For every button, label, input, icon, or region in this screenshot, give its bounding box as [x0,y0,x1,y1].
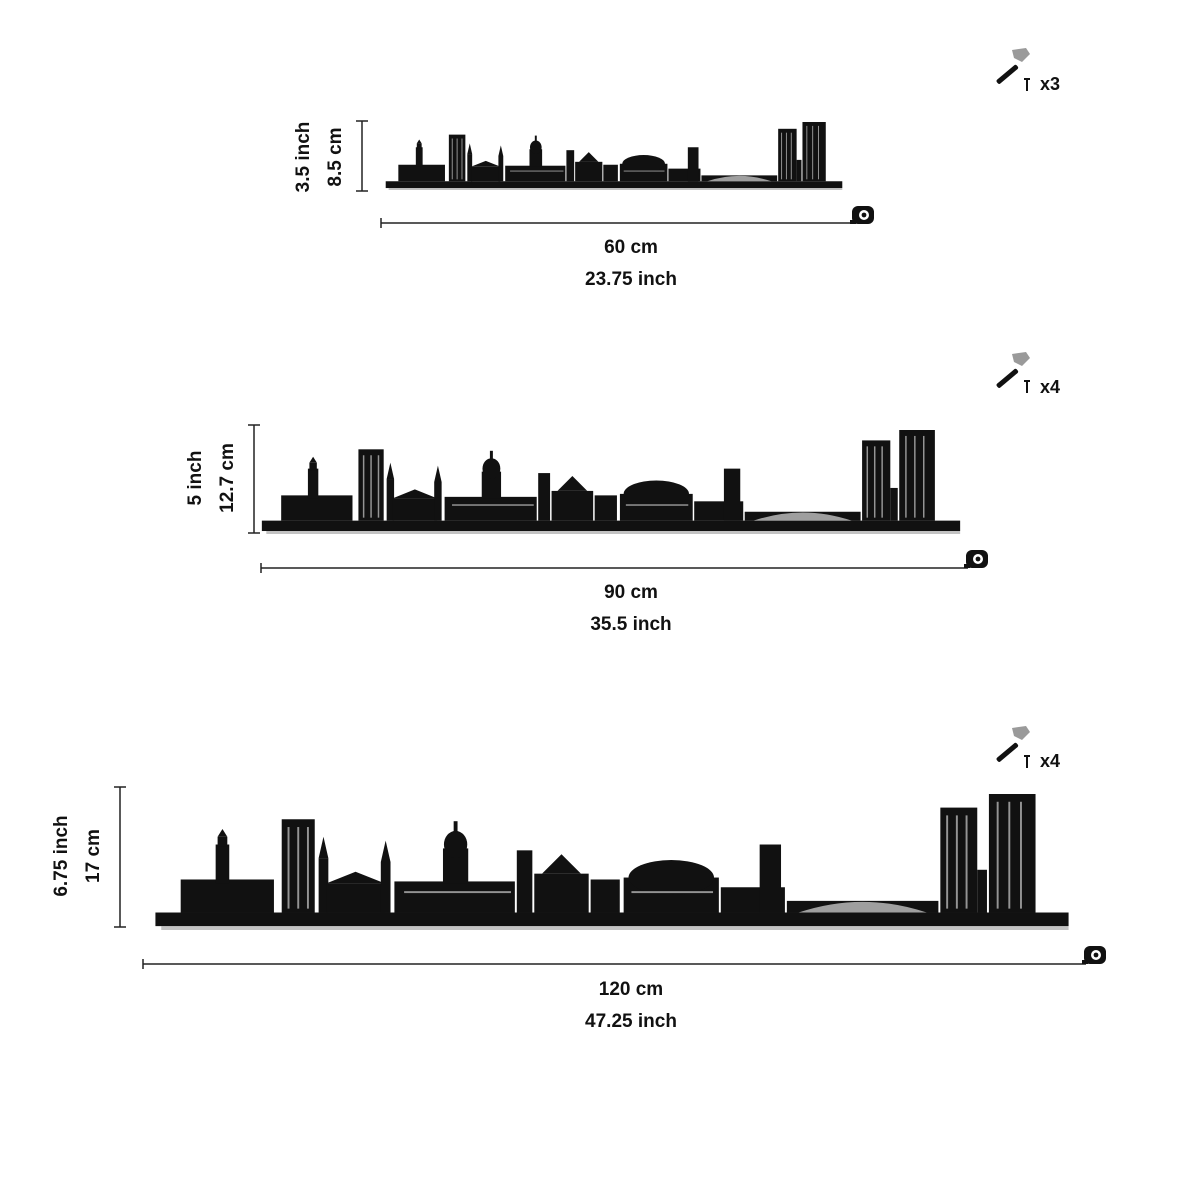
width-inch-label: 23.75 inch [585,269,677,290]
width-cm-label: 90 cm [604,582,658,603]
width-dimension-line [380,218,852,228]
width-inch-label: 47.25 inch [585,1011,677,1032]
nail-icon [1024,380,1030,393]
skyline-silhouette [142,794,1082,930]
width-dimension-line [260,563,968,573]
width-dimension-line [142,959,1086,969]
nail-count: x4 [1040,751,1061,771]
tape-measure-icon [850,204,876,226]
nail-count: x3 [1040,74,1061,94]
height-dimension-line [248,424,260,534]
width-inch-label: 35.5 inch [590,614,672,635]
height-inch-label: 6.75 inch [51,815,72,897]
height-dimension-line [114,786,126,928]
tape-measure-icon [964,548,990,570]
skyline-silhouette [260,430,962,534]
height-cm-label: 17 cm [83,829,104,883]
height-cm-label: 12.7 cm [217,443,238,513]
height-cm-label: 8.5 cm [325,127,346,187]
nail-icon [1024,755,1030,768]
height-dimension-line [356,120,368,192]
height-inch-label: 3.5 inch [293,121,314,193]
width-cm-label: 60 cm [604,237,658,258]
skyline-silhouette [380,122,848,190]
nail-icon [1024,78,1030,91]
width-cm-label: 120 cm [598,979,664,1000]
tape-measure-icon [1082,944,1108,966]
height-inch-label: 5 inch [185,450,206,506]
nail-count: x4 [1040,377,1061,397]
